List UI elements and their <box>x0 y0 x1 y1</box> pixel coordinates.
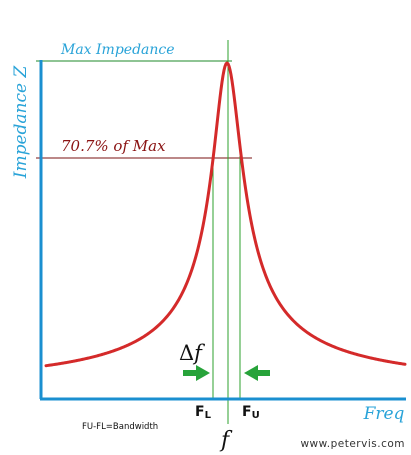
delta-f-symbol: f <box>192 341 205 365</box>
impedance-curve <box>44 61 407 368</box>
website-credit: www.petervis.com <box>300 438 405 450</box>
delta-symbol: Δ <box>179 341 194 365</box>
right-arrow-icon <box>183 365 210 381</box>
y-axis-label: Impedance Z <box>11 65 31 180</box>
seventy-percent-label: 70.7% of Max <box>61 137 166 155</box>
max-impedance-label: Max Impedance <box>60 42 175 58</box>
fl-label-main: F <box>195 404 205 420</box>
delta-f-label: Δf <box>179 341 205 365</box>
fl-label: FL <box>195 404 212 421</box>
fu-label-main: F <box>242 404 252 420</box>
fl-label-subscript: L <box>205 410 212 421</box>
fu-label: FU <box>242 404 260 421</box>
left-arrow-icon <box>244 365 270 381</box>
center-frequency-label: f <box>219 428 233 453</box>
bandwidth-note: FU-FL=Bandwidth <box>82 422 158 432</box>
x-axis-label: Freq <box>363 404 405 424</box>
fu-label-subscript: U <box>252 410 260 421</box>
